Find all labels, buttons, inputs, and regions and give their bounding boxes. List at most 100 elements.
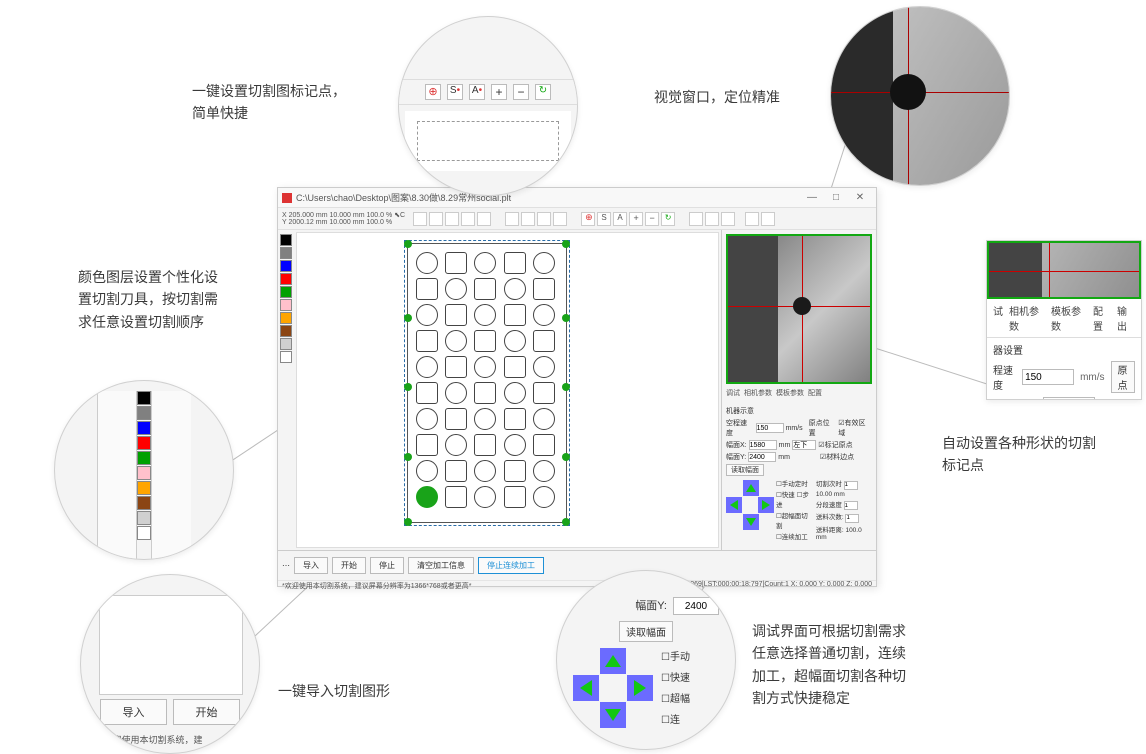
- stop-button[interactable]: 停止: [370, 557, 404, 574]
- widthy-input[interactable]: [748, 452, 776, 462]
- d-wy-input[interactable]: [673, 597, 719, 615]
- tool-button[interactable]: [553, 212, 567, 226]
- a-tool-icon[interactable]: A: [613, 212, 627, 226]
- chk-cont[interactable]: ☐连续加工: [776, 531, 814, 541]
- ptab[interactable]: 输出: [1117, 303, 1135, 333]
- chk-mat[interactable]: ☑材料边点: [820, 452, 854, 462]
- plus-tool-icon[interactable]: +: [629, 212, 643, 226]
- tool-button[interactable]: [445, 212, 459, 226]
- d-start-button[interactable]: 开始: [173, 699, 240, 725]
- tab-camera[interactable]: 相机参数: [744, 388, 772, 404]
- params: 机器示意 空程速度 mm/s 原点位置 ☑有效区域 幅面X: mm ☑标记原点 …: [722, 404, 876, 543]
- bottom-bar: ⋯ 导入 开始 停止 清空加工信息 停止连续加工: [278, 550, 876, 580]
- read-width-btn[interactable]: 读取幅面: [726, 464, 764, 476]
- callout-1: 一键设置切割图标记点，简单快捷: [192, 80, 352, 125]
- tool-button[interactable]: [505, 212, 519, 226]
- color-swatch[interactable]: [280, 312, 292, 324]
- s-tool-icon[interactable]: S: [597, 212, 611, 226]
- tool-button[interactable]: [521, 212, 535, 226]
- d-opt3[interactable]: ☐超幅: [661, 690, 690, 705]
- arrow-left[interactable]: [726, 497, 742, 513]
- d-arrow-pad: [573, 648, 653, 728]
- detail-arrow-pad: 幅面Y: 读取幅面 ☐手动 ☐快速 ☐超幅 ☐连: [556, 570, 736, 750]
- tab-config[interactable]: 配置: [808, 388, 822, 404]
- detail-icon-toolbar: ⊕ S• A• + − ↻: [398, 16, 578, 196]
- color-swatch[interactable]: [280, 273, 292, 285]
- color-swatch[interactable]: [280, 338, 292, 350]
- chk-mark[interactable]: ☑标记原点: [818, 440, 852, 450]
- color-layer-sidebar: [278, 230, 294, 550]
- tool-button[interactable]: [761, 212, 775, 226]
- d-arrow-up[interactable]: [600, 648, 626, 674]
- tab-debug[interactable]: 调试: [726, 388, 740, 404]
- section-label: 机器示意: [726, 406, 872, 416]
- tool-button[interactable]: [721, 212, 735, 226]
- color-swatch[interactable]: [280, 351, 292, 363]
- p-speed-input[interactable]: [1022, 369, 1074, 385]
- tool-button[interactable]: [429, 212, 443, 226]
- tool-button[interactable]: [413, 212, 427, 226]
- speed-input[interactable]: [756, 423, 784, 433]
- ptab[interactable]: 相机参数: [1009, 303, 1045, 333]
- d-arrow-right[interactable]: [627, 675, 653, 701]
- chk-over[interactable]: ☐超幅面切割: [776, 510, 814, 530]
- minus-tool-icon[interactable]: −: [645, 212, 659, 226]
- p-wx-input[interactable]: [1043, 397, 1095, 400]
- arrow-up[interactable]: [743, 480, 759, 496]
- d-opt2[interactable]: ☐快速: [661, 669, 690, 684]
- detail-params-panel: 试 相机参数 模板参数 配置 输出 器设置 程速度 mm/s 原点 面X: mm…: [986, 240, 1142, 400]
- ptab[interactable]: 配置: [1093, 303, 1111, 333]
- plus-icon: +: [491, 84, 507, 100]
- crosshair-tool-icon[interactable]: ⊕: [581, 212, 595, 226]
- d-arrow-down[interactable]: [600, 702, 626, 728]
- color-swatch[interactable]: [280, 325, 292, 337]
- chk-region[interactable]: ☑有效区域: [838, 418, 872, 438]
- status-left: *欢迎使用本切割系统，建议屏幕分辨率为1366*768或者更高*: [282, 581, 471, 594]
- minimize-button[interactable]: —: [800, 192, 824, 203]
- stop-continuous-button[interactable]: 停止连续加工: [478, 557, 544, 574]
- tool-button[interactable]: [537, 212, 551, 226]
- detail-import-buttons: 导入 开始 *欢迎使用本切割系统，建: [80, 574, 260, 754]
- status-bar: *欢迎使用本切割系统，建议屏幕分辨率为1366*768或者更高* TT:000:…: [278, 580, 876, 594]
- d-import-button[interactable]: 导入: [100, 699, 167, 725]
- main-app-window: C:\Users\chao\Desktop\图案\8.30做\8.29常州soc…: [277, 187, 877, 587]
- detail-color-sidebar: [54, 380, 234, 560]
- shape-grid: [408, 244, 566, 516]
- design-canvas[interactable]: [296, 232, 719, 548]
- arrow-right[interactable]: [758, 497, 774, 513]
- tool-button[interactable]: [689, 212, 703, 226]
- d-status: *欢迎使用本切割系统，建: [100, 733, 240, 746]
- ptab[interactable]: 模板参数: [1051, 303, 1087, 333]
- d-opt1[interactable]: ☐手动: [661, 648, 690, 663]
- tool-button[interactable]: [745, 212, 759, 226]
- color-swatch[interactable]: [280, 299, 292, 311]
- color-swatch[interactable]: [280, 260, 292, 272]
- tool-button[interactable]: [461, 212, 475, 226]
- p-origin-btn[interactable]: 原点: [1111, 361, 1135, 393]
- minus-icon: −: [513, 84, 529, 100]
- color-swatch[interactable]: [280, 234, 292, 246]
- origin-select[interactable]: [792, 440, 816, 450]
- maximize-button[interactable]: □: [824, 192, 848, 203]
- refresh-tool-icon[interactable]: ↻: [661, 212, 675, 226]
- d-arrow-left[interactable]: [573, 675, 599, 701]
- color-swatch[interactable]: [280, 286, 292, 298]
- clear-button[interactable]: 清空加工信息: [408, 557, 474, 574]
- toolbar: X 205.000 mm 10.000 mm 100.0 % ⬉C Y 2000…: [278, 208, 876, 230]
- d-opt4[interactable]: ☐连: [661, 711, 690, 726]
- chk-manual[interactable]: ☐手动定时: [776, 478, 814, 488]
- widthx-input[interactable]: [749, 440, 777, 450]
- d-read-width-btn[interactable]: 读取幅面: [619, 621, 673, 642]
- tab-template[interactable]: 模板参数: [776, 388, 804, 404]
- ptab[interactable]: 试: [993, 303, 1003, 333]
- start-button[interactable]: 开始: [332, 557, 366, 574]
- color-swatch[interactable]: [280, 247, 292, 259]
- arrow-pad: [726, 480, 774, 530]
- arrow-down[interactable]: [743, 514, 759, 530]
- tool-button[interactable]: [705, 212, 719, 226]
- close-button[interactable]: ✕: [848, 192, 872, 203]
- d-wy-label: 幅面Y:: [635, 597, 667, 615]
- import-button[interactable]: 导入: [294, 557, 328, 574]
- chk-fast[interactable]: ☐快速 ☐步进: [776, 489, 814, 509]
- tool-button[interactable]: [477, 212, 491, 226]
